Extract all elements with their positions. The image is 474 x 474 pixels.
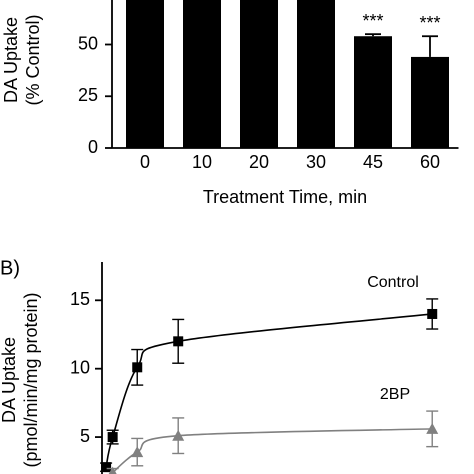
x-tick-label: 30 [306,152,326,172]
marker [131,446,144,458]
x-tick-label: 0 [140,152,150,172]
y-tick-label: 25 [78,85,98,105]
marker [172,429,185,441]
y-axis-label: (pmol/min/mg protein) [21,292,41,467]
y-axis-label: (% Control) [23,14,43,105]
significance-label: *** [419,13,440,33]
bar [126,0,164,149]
legend-label: Control [367,274,419,291]
fit-curve [112,428,433,474]
significance-label: *** [362,11,383,31]
bar [354,36,392,148]
y-tick-label: 10 [70,357,90,377]
y-tick-label: 50 [78,33,98,53]
y-tick-label: 0 [88,137,98,157]
y-tick-label: 15 [70,289,90,309]
x-axis-label: Treatment Time, min [203,187,367,207]
marker [108,466,117,474]
marker [426,422,439,434]
y-tick-label: 5 [80,426,90,446]
marker [107,432,118,443]
y-axis-label: DA Uptake [0,337,19,423]
bar [297,0,335,149]
x-tick-label: 45 [363,152,383,172]
marker [427,308,438,319]
marker [173,336,184,347]
bar [183,0,221,149]
bar [240,0,278,149]
x-tick-label: 10 [192,152,212,172]
marker [101,462,112,473]
x-tick-label: 20 [249,152,269,172]
bar [411,56,449,148]
legend-label: 2BP [380,386,410,403]
y-axis-label: DA Uptake [1,17,21,103]
panel-label: B) [0,257,20,279]
marker [132,362,143,373]
x-tick-label: 60 [420,152,440,172]
